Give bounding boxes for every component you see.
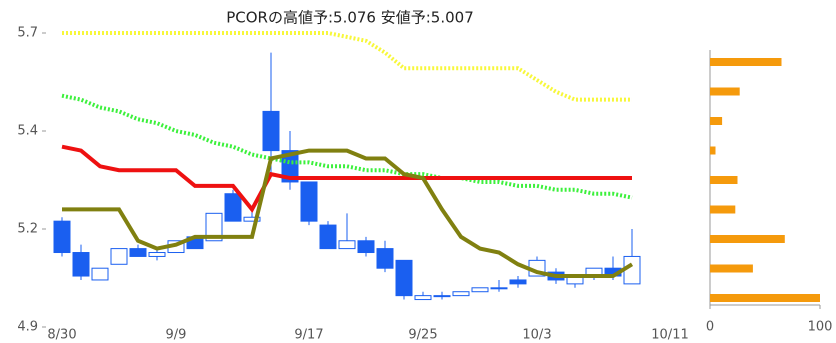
x-tick-label: 9/17 bbox=[294, 328, 323, 343]
candle-body bbox=[91, 267, 109, 281]
volume-bar bbox=[710, 87, 740, 96]
y-tick-label: 5.7 bbox=[17, 26, 38, 41]
candle-body bbox=[623, 255, 641, 285]
volume-bar bbox=[710, 176, 738, 184]
candle-body bbox=[319, 224, 337, 250]
candle-body bbox=[281, 150, 299, 183]
volume-bar bbox=[710, 235, 785, 243]
volume-bar bbox=[710, 205, 736, 214]
volume-bar bbox=[710, 264, 753, 273]
candle-body bbox=[205, 212, 223, 242]
ma-line bbox=[62, 148, 634, 279]
x-tick-label: 100 bbox=[808, 320, 833, 335]
candle-body bbox=[110, 248, 128, 265]
candle-body bbox=[129, 248, 147, 257]
ma-line bbox=[61, 144, 632, 213]
volume-bar bbox=[710, 58, 782, 66]
volume-bar bbox=[710, 146, 716, 155]
x-tick-label: 8/30 bbox=[47, 328, 76, 343]
candle-body bbox=[243, 216, 261, 222]
candle-body bbox=[338, 240, 356, 250]
volume-bar bbox=[710, 294, 820, 302]
y-tick-label: 5.4 bbox=[17, 124, 38, 139]
candle-body bbox=[452, 291, 470, 297]
candle-body bbox=[262, 110, 280, 152]
y-tick-label: 5.2 bbox=[17, 222, 38, 237]
x-tick-label: 9/25 bbox=[408, 328, 437, 343]
candle-body bbox=[509, 279, 527, 285]
ma-line bbox=[61, 93, 633, 200]
candle-body bbox=[53, 220, 71, 254]
candle-body bbox=[72, 252, 90, 277]
ma-line bbox=[62, 31, 632, 102]
y-tick-label: 4.9 bbox=[17, 320, 38, 335]
candle-body bbox=[395, 259, 413, 297]
candle-body bbox=[490, 287, 508, 290]
chart-title: PCORの高値予:5.076 安値予:5.007 bbox=[226, 9, 474, 27]
candle-body bbox=[414, 295, 432, 301]
x-tick-label: 9/9 bbox=[166, 328, 187, 343]
x-tick-label: 10/11 bbox=[651, 328, 688, 343]
candle-body bbox=[376, 248, 394, 269]
candle-body bbox=[357, 240, 375, 254]
candle-body bbox=[471, 287, 489, 293]
candle-body bbox=[433, 295, 451, 298]
candle-body bbox=[148, 252, 166, 257]
x-tick-label: 10/3 bbox=[522, 328, 551, 343]
candle-body bbox=[224, 193, 242, 222]
x-tick-label: 0 bbox=[706, 320, 714, 335]
volume-bar bbox=[710, 117, 723, 125]
candle-body bbox=[300, 181, 318, 222]
